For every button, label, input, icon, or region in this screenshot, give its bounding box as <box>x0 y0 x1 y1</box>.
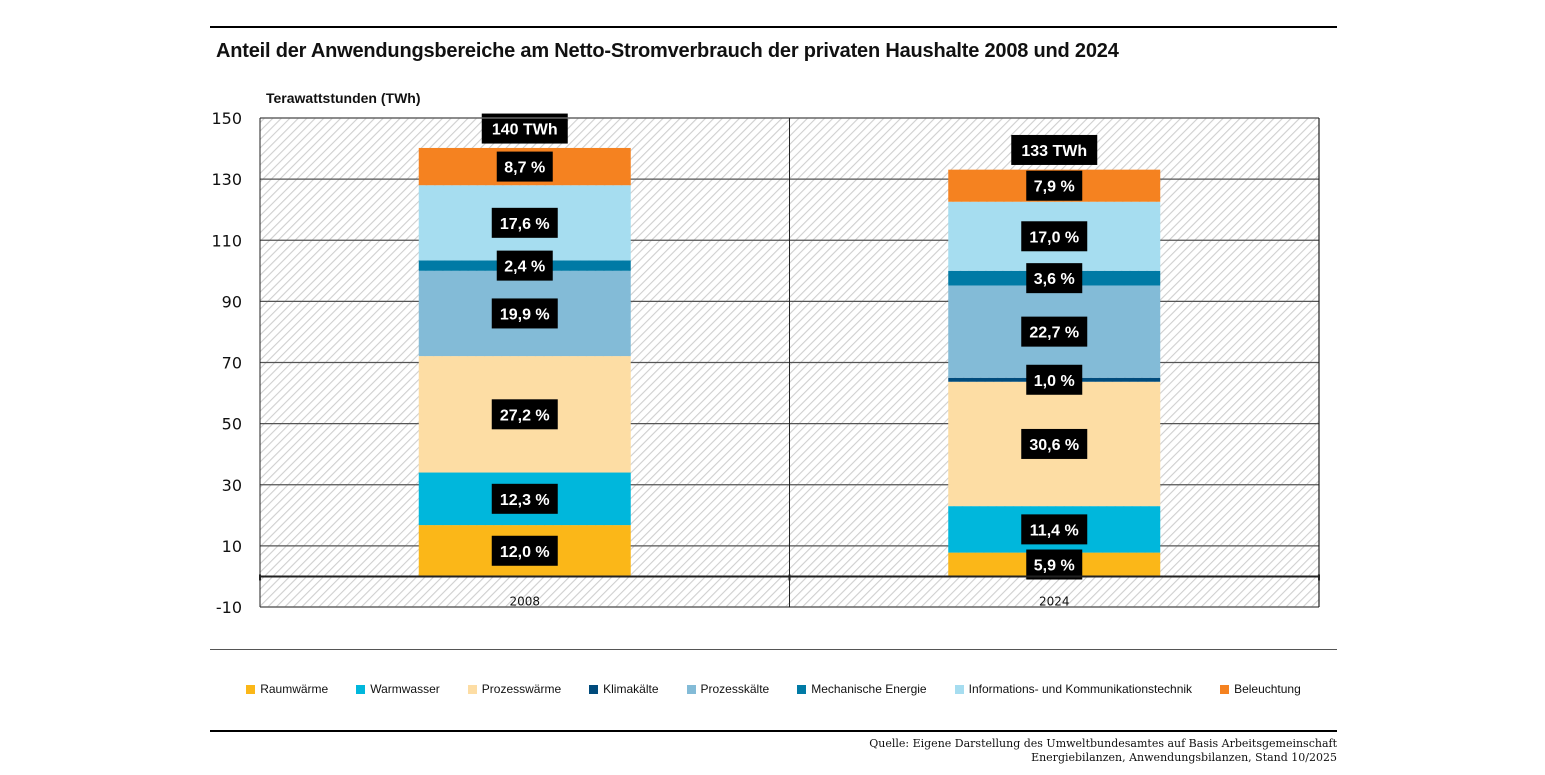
data-label-box <box>491 207 558 238</box>
y-tick-label: 130 <box>211 170 242 189</box>
data-label: 19,9 % <box>500 306 550 323</box>
data-label: 27,2 % <box>500 407 550 424</box>
legend-swatch <box>797 684 807 694</box>
x-tick-label: 2024 <box>1039 594 1070 608</box>
data-label-box <box>1026 263 1083 294</box>
legend-swatch <box>589 684 599 694</box>
top-rule <box>210 26 1337 28</box>
legend-label: Prozesskälte <box>700 682 770 696</box>
data-label-box <box>491 535 558 566</box>
data-label: 30,6 % <box>1029 437 1079 454</box>
chart-title: Anteil der Anwendungsbereiche am Netto-S… <box>216 40 1119 62</box>
data-label: 2,4 % <box>504 259 545 276</box>
legend-item: Klimakälte <box>589 682 659 696</box>
legend: Raumwärme Warmwasser Prozesswärme Klimakält… <box>210 682 1337 696</box>
total-label-box <box>1011 134 1098 165</box>
source-line-2: Energiebilanzen, Anwendungsbilanzen, Sta… <box>1031 751 1337 764</box>
legend-swatch <box>246 684 256 694</box>
data-label-box <box>1021 428 1088 459</box>
y-tick-label: 50 <box>222 415 242 434</box>
legend-label: Raumwärme <box>260 682 329 696</box>
data-label-box <box>491 483 558 514</box>
legend-label: Klimakälte <box>603 682 659 696</box>
data-label-box <box>496 250 553 281</box>
y-tick-label: 90 <box>222 292 242 311</box>
legend-swatch <box>467 684 477 694</box>
data-label: 3,6 % <box>1034 271 1075 288</box>
legend-item: Prozesskälte <box>686 682 770 696</box>
data-label: 12,0 % <box>500 544 550 561</box>
data-label-box <box>1021 514 1088 545</box>
data-label-box <box>1026 549 1083 580</box>
y-axis-label: Terawattstunden (TWh) <box>266 90 421 106</box>
legend-label: Warmwasser <box>370 682 440 696</box>
legend-item: Prozesswärme <box>467 682 562 696</box>
data-label: 7,9 % <box>1034 179 1075 196</box>
legend-swatch <box>1220 684 1230 694</box>
legend-item: Warmwasser <box>356 682 440 696</box>
y-tick-label: 110 <box>211 231 242 250</box>
legend-label: Beleuchtung <box>1234 682 1301 696</box>
data-label-box <box>491 298 558 329</box>
x-tick-label: 2008 <box>509 594 540 608</box>
source-note: Quelle: Eigene Darstellung des Umweltbun… <box>869 737 1337 765</box>
legend-label: Informations- und Kommunikationstechnik <box>968 682 1193 696</box>
data-label: 1,0 % <box>1034 373 1075 390</box>
data-label-box <box>1021 221 1088 252</box>
data-label: 17,6 % <box>500 216 550 233</box>
legend-swatch <box>686 684 696 694</box>
legend-item: Mechanische Energie <box>797 682 927 696</box>
legend-divider <box>210 649 1337 650</box>
legend-item: Raumwärme <box>246 682 328 696</box>
y-tick-label: 30 <box>222 476 242 495</box>
legend-swatch <box>356 684 366 694</box>
legend-swatch <box>954 684 964 694</box>
data-label: 8,7 % <box>504 160 545 177</box>
legend-item: Beleuchtung <box>1220 682 1301 696</box>
y-tick-label: -10 <box>216 598 242 617</box>
data-label-box <box>491 399 558 430</box>
bottom-rule <box>210 730 1337 732</box>
data-label-box <box>1026 364 1083 395</box>
data-label: 17,0 % <box>1029 229 1079 246</box>
legend-item: Informations- und Kommunikationstechnik <box>954 682 1193 696</box>
legend-label: Prozesswärme <box>481 682 562 696</box>
total-label: 133 TWh <box>1021 143 1087 160</box>
data-label: 12,3 % <box>500 492 550 509</box>
y-tick-label: 150 <box>211 109 242 128</box>
y-tick-label: 10 <box>222 537 242 556</box>
data-label: 22,7 % <box>1029 325 1079 342</box>
data-label-box <box>1026 170 1083 201</box>
data-label: 5,9 % <box>1034 558 1075 575</box>
y-tick-label: 70 <box>222 354 242 373</box>
source-line-1: Quelle: Eigene Darstellung des Umweltbun… <box>869 737 1337 750</box>
legend-label: Mechanische Energie <box>811 682 927 696</box>
data-label: 11,4 % <box>1030 522 1079 539</box>
data-label-box <box>496 151 553 182</box>
data-label-box <box>1021 316 1088 347</box>
total-label: 140 TWh <box>492 122 558 139</box>
